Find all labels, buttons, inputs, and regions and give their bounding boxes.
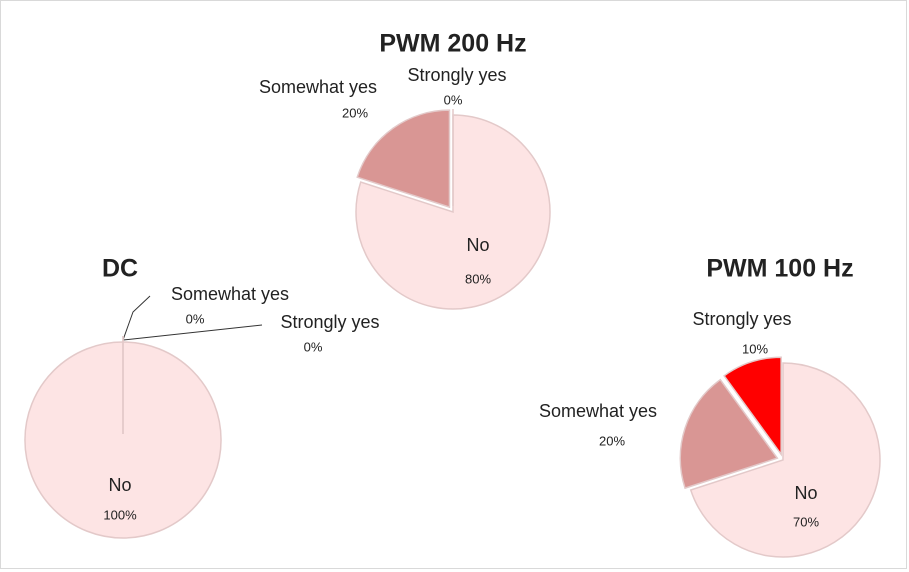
slice-value-label: 100%: [103, 507, 137, 522]
slice-label: No: [108, 475, 131, 495]
slice-label: No: [466, 235, 489, 255]
leader-line: [122, 324, 263, 341]
slice-label: Strongly yes: [407, 65, 506, 85]
slice-value-label: 10%: [742, 341, 768, 356]
slice-value-label: 80%: [465, 271, 491, 286]
slice-label: No: [794, 483, 817, 503]
pie-slice: [689, 362, 881, 558]
slice-label: Somewhat yes: [539, 401, 657, 421]
slice-value-label: 0%: [444, 92, 463, 107]
chart-title: DC: [102, 255, 138, 283]
pie-slice: [723, 356, 782, 457]
slice-value-label: 20%: [342, 105, 368, 120]
pie-slice: [24, 341, 222, 539]
slice-value-label: 0%: [304, 339, 323, 354]
slice-label: Somewhat yes: [259, 77, 377, 97]
pie-slice: [355, 114, 551, 310]
chart-title: PWM 200 Hz: [379, 30, 526, 58]
pie-slice: [679, 378, 779, 490]
chart-title: PWM 100 Hz: [706, 255, 853, 283]
slice-label: Somewhat yes: [171, 284, 289, 304]
slice-value-label: 0%: [186, 311, 205, 326]
slice-value-label: 20%: [599, 433, 625, 448]
slice-label: Strongly yes: [692, 309, 791, 329]
slice-value-label: 70%: [793, 514, 819, 529]
leader-line: [122, 295, 151, 341]
slice-label: Strongly yes: [280, 312, 379, 332]
pie-slice: [356, 109, 451, 209]
